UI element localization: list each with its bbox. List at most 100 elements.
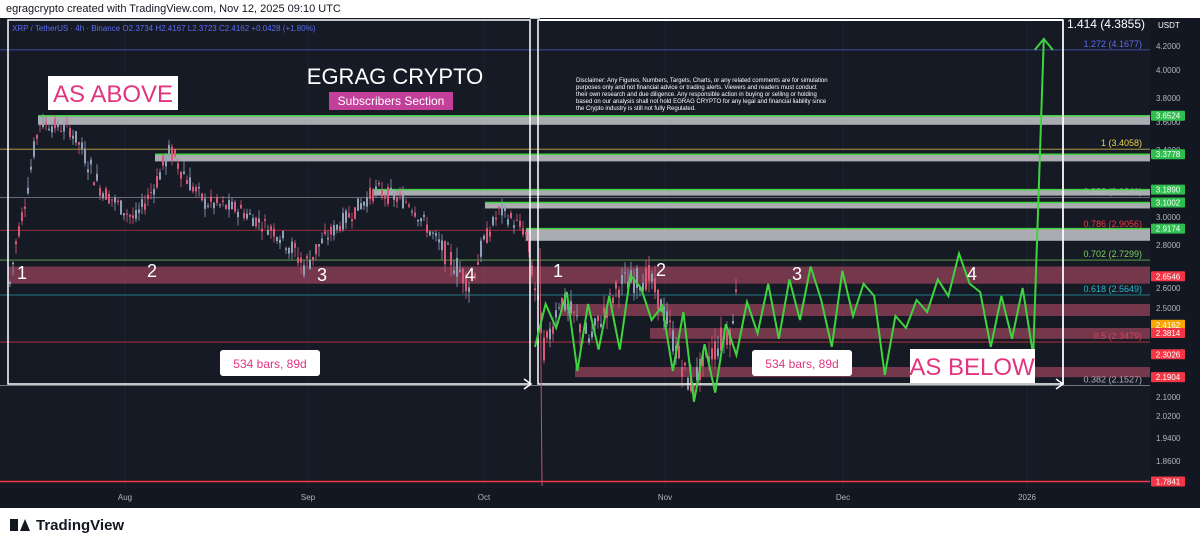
candle-body xyxy=(237,211,239,218)
as-below-label: AS BELOW xyxy=(909,354,1035,381)
candle-body xyxy=(18,226,20,237)
candle-body xyxy=(432,232,434,234)
candle-body xyxy=(405,201,407,203)
candle-body xyxy=(381,190,383,197)
candle-body xyxy=(264,219,266,221)
candle-body xyxy=(363,201,365,206)
bars-label-left: 534 bars, 89d xyxy=(233,357,306,371)
candle-body xyxy=(306,256,308,259)
candle-body xyxy=(270,226,272,231)
candle-body xyxy=(444,241,446,265)
candle-body xyxy=(681,366,683,377)
candle-body xyxy=(660,299,662,312)
candle-body xyxy=(339,226,341,231)
candle-body xyxy=(108,194,110,204)
candle-body xyxy=(372,189,374,202)
candle-body xyxy=(72,135,74,139)
candle-body xyxy=(696,367,698,381)
candle-body xyxy=(624,272,626,274)
candle-body xyxy=(9,282,11,284)
candle-body xyxy=(510,213,512,219)
candle-body xyxy=(453,270,455,274)
candle-body xyxy=(99,188,101,196)
price-tick: 1.8600 xyxy=(1156,457,1181,466)
candle-body xyxy=(468,287,470,292)
candle-body xyxy=(645,268,647,290)
candle-body xyxy=(714,341,716,360)
candle-body xyxy=(708,356,710,363)
candle-body xyxy=(153,189,155,195)
price-chart[interactable]: 1.272 (4.1677)1 (3.4058)0.888 (3.1341)0.… xyxy=(0,18,1200,508)
candle-body xyxy=(186,179,188,184)
candle-body xyxy=(189,177,191,191)
candle-body xyxy=(126,213,128,215)
candle-body xyxy=(216,196,218,204)
price-axis[interactable]: USDT4.20004.00003.80003.60003.40003.2000… xyxy=(1150,18,1200,508)
candle-body xyxy=(285,248,287,251)
candle-body xyxy=(573,311,575,313)
candle-body xyxy=(39,124,41,126)
price-tick: 2.1000 xyxy=(1156,393,1181,402)
candle-body xyxy=(138,209,140,213)
candle-body xyxy=(198,187,200,189)
time-tick: Oct xyxy=(478,493,491,502)
candle-body xyxy=(360,203,362,209)
candle-body xyxy=(351,219,353,222)
candle-body xyxy=(543,337,545,361)
candle-body xyxy=(30,166,32,170)
candle-body xyxy=(522,228,524,235)
candle-body xyxy=(315,244,317,255)
candle-body xyxy=(231,201,233,209)
price-tag xyxy=(1151,223,1185,234)
candle-body xyxy=(534,288,536,291)
subtitle-box xyxy=(329,92,453,110)
candle-body xyxy=(168,144,170,157)
candle-body xyxy=(591,331,593,338)
candle-body xyxy=(726,332,728,345)
candle-body xyxy=(129,214,131,217)
candle-body xyxy=(414,212,416,217)
candle-body xyxy=(435,233,437,236)
candle-body xyxy=(552,326,554,334)
candle-body xyxy=(333,225,335,236)
time-axis[interactable]: Aug Sep Oct Nov Dec 2026 xyxy=(118,493,1037,502)
bars-label-right: 534 bars, 89d xyxy=(765,357,838,371)
candle-body xyxy=(420,218,422,222)
tradingview-logo-icon xyxy=(10,519,30,531)
candle-body xyxy=(348,213,350,218)
time-tick: Sep xyxy=(301,493,316,502)
candle-body xyxy=(585,322,587,334)
candle-body xyxy=(183,171,185,174)
candle-body xyxy=(66,121,68,123)
candle-body xyxy=(408,204,410,207)
as-below-box xyxy=(910,349,1035,383)
candle-body xyxy=(639,286,641,291)
price-tick: 3.8000 xyxy=(1156,94,1181,103)
price-tag-label: 3.1002 xyxy=(1156,198,1181,207)
candle-body xyxy=(159,172,161,180)
candle-body xyxy=(576,315,578,317)
symbol-line: XRP / TetherUS · 4h · Binance O2.3734 H2… xyxy=(12,24,316,33)
candle-body xyxy=(450,251,452,265)
candle-body xyxy=(390,187,392,191)
candle-body xyxy=(354,207,356,219)
candle-body xyxy=(132,215,134,219)
candle-body xyxy=(429,231,431,236)
tradingview-logo[interactable]: TradingView xyxy=(10,515,124,535)
candle-body xyxy=(60,130,62,132)
candle-body xyxy=(33,141,35,157)
candle-body xyxy=(720,327,722,351)
candle-body xyxy=(678,345,680,359)
candle-body xyxy=(615,281,617,289)
candle-body xyxy=(327,237,329,240)
candle-body xyxy=(426,224,428,233)
chart-subtitle: Subscribers Section xyxy=(338,94,445,108)
candle-body xyxy=(156,176,158,188)
measure-box-left xyxy=(7,19,531,385)
candle-body xyxy=(96,173,98,181)
candle-body xyxy=(21,212,23,222)
candle-body xyxy=(234,201,236,212)
candle-body xyxy=(594,318,596,326)
candle-body xyxy=(486,228,488,244)
candle-body xyxy=(180,171,182,179)
